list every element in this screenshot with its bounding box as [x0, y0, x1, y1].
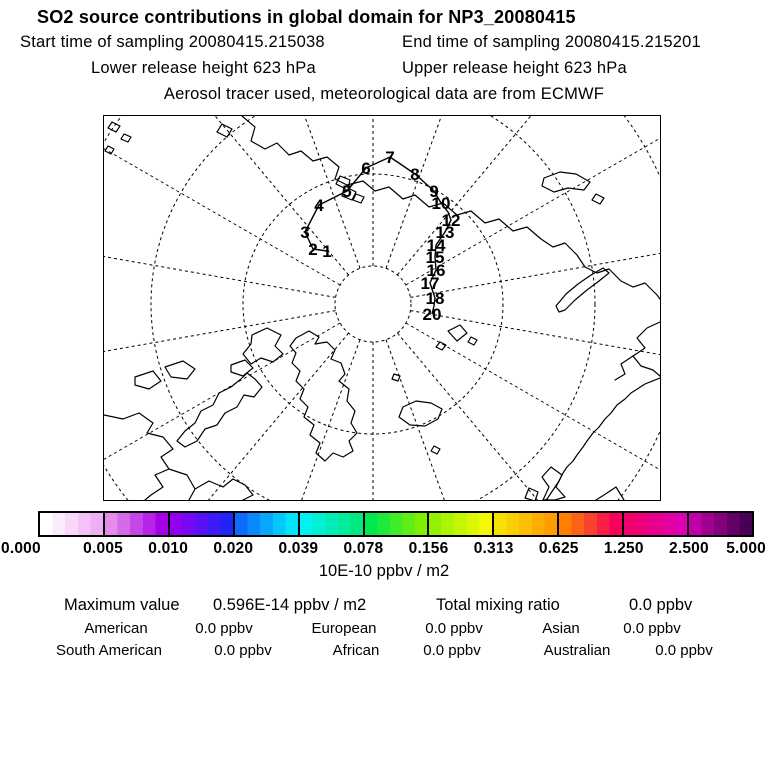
track-point-number: 5	[342, 182, 351, 201]
maximum-value: 0.596E-14 ppbv / m2	[213, 596, 367, 614]
colorbar-tick-label: 0.010	[148, 540, 189, 557]
colorbar-tick-label: 1.250	[603, 540, 644, 557]
lower-release-label: Lower release height 623 hPa	[91, 59, 316, 77]
plot-title: SO2 source contributions in global domai…	[37, 7, 576, 27]
region-african-label: African	[332, 642, 380, 659]
trajectory-line	[304, 156, 452, 315]
graticule	[104, 116, 660, 500]
region-european-value: 0.0 ppbv	[425, 620, 483, 637]
region-african-value: 0.0 ppbv	[423, 642, 481, 659]
end-time-label: End time of sampling 20080415.215201	[402, 33, 701, 51]
track-point-number: 12	[442, 211, 461, 230]
track-point-number: 14	[427, 236, 446, 255]
total-mixing-ratio-label: Total mixing ratio	[436, 596, 560, 614]
tracer-note: Aerosol tracer used, meteorological data…	[163, 85, 605, 103]
track-point-number: 2	[308, 240, 317, 259]
region-asian-value: 0.0 ppbv	[623, 620, 681, 637]
colorbar-tick-label: 0.039	[278, 540, 319, 557]
colorbar-units-label: 10E-10 ppbv / m2	[318, 562, 450, 580]
track-point-number: 6	[361, 159, 370, 178]
colorbar-tick-label: 0.000	[1, 540, 41, 557]
track-point-number: 10	[432, 194, 451, 213]
total-mixing-ratio-value: 0.0 ppbv	[629, 596, 693, 614]
colorbar-segment	[232, 513, 298, 535]
region-australian-label: Australian	[543, 642, 611, 659]
colorbar-tick-label: 0.020	[213, 540, 254, 557]
track-point-number: 17	[421, 274, 440, 293]
region-south-american-label: South American	[56, 642, 162, 659]
track-point-number: 1	[322, 242, 331, 261]
upper-release-label: Upper release height 623 hPa	[402, 59, 627, 77]
colorbar	[38, 511, 754, 537]
track-point-number: 3	[300, 223, 309, 242]
colorbar-tick-label: 2.500	[669, 540, 709, 557]
region-australian-value: 0.0 ppbv	[655, 642, 713, 659]
region-american-value: 0.0 ppbv	[195, 620, 253, 637]
colorbar-segment	[362, 513, 428, 535]
track-point-number: 4	[314, 196, 324, 215]
track-point-number: 9	[429, 182, 438, 201]
colorbar-segment	[622, 513, 688, 535]
colorbar-segment	[40, 513, 103, 535]
track-point-number: 13	[436, 223, 455, 242]
colorbar-tick-label: 0.156	[408, 540, 449, 557]
maximum-value-label: Maximum value	[64, 596, 180, 614]
track-point-number: 8	[410, 165, 419, 184]
colorbar-tick-label: 0.005	[83, 540, 123, 557]
colorbar-segment	[102, 513, 168, 535]
colorbar-segment	[687, 513, 752, 535]
track-point-number: 18	[426, 289, 445, 308]
colorbar-segment	[297, 513, 363, 535]
region-american-label: American	[84, 620, 148, 637]
track-point-number: 15	[426, 248, 445, 267]
region-european-label: European	[311, 620, 377, 637]
colorbar-tick-label: 0.625	[538, 540, 579, 557]
track-point-number: 20	[423, 305, 442, 324]
region-south-american-value: 0.0 ppbv	[214, 642, 272, 659]
colorbar-segment	[557, 513, 623, 535]
colorbar-segment	[492, 513, 558, 535]
colorbar-tick-label: 0.078	[343, 540, 384, 557]
colorbar-segment	[427, 513, 493, 535]
colorbar-segment	[167, 513, 233, 535]
colorbar-tick-label: 5.000	[726, 540, 766, 557]
track-point-number: 16	[427, 261, 446, 280]
region-asian-label: Asian	[542, 620, 580, 637]
start-time-label: Start time of sampling 20080415.215038	[20, 33, 325, 51]
polar-map: 1 2 3 4 5 6 7 8 9 10 12 13 14 15 16 17 18 20	[103, 115, 661, 501]
track-point-number: 7	[385, 148, 394, 167]
colorbar-tick-label: 0.313	[473, 540, 514, 557]
coastlines	[104, 116, 660, 500]
